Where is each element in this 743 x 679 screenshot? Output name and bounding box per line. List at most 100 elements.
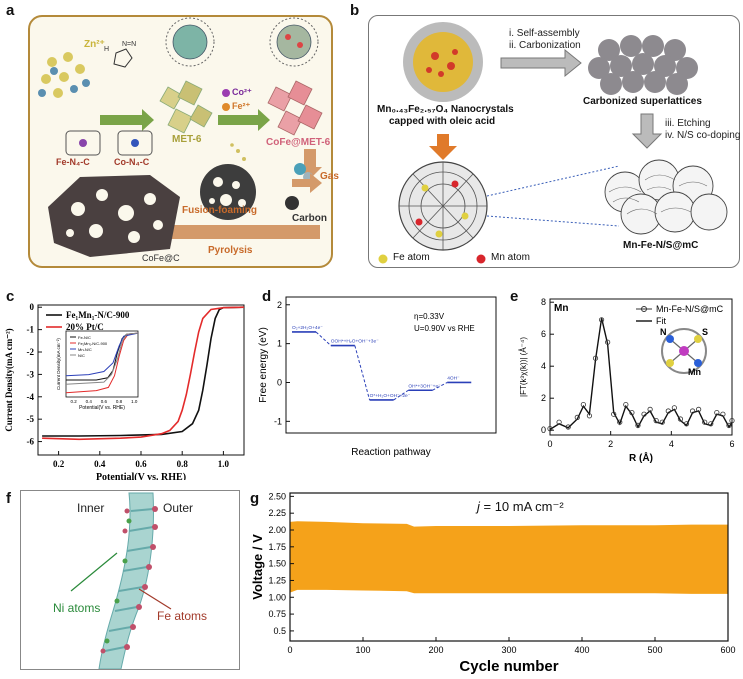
data-point bbox=[635, 422, 641, 428]
x-tick-label: 0 bbox=[287, 645, 292, 655]
inset-label-s: S bbox=[702, 327, 708, 337]
y-tick-label: -1 bbox=[27, 325, 35, 335]
y-tick-label: 0.75 bbox=[268, 609, 286, 619]
data-point bbox=[708, 421, 714, 427]
fe-atom-markers bbox=[100, 506, 158, 654]
y-tick-label: 2 bbox=[277, 300, 282, 310]
ni-pointer-line bbox=[70, 552, 118, 592]
legend-label: Fit bbox=[656, 316, 666, 326]
n-atom bbox=[694, 359, 702, 367]
y-tick-label: -1 bbox=[274, 416, 282, 426]
y-tick-label: 4 bbox=[541, 361, 546, 371]
carbon-atom-icon bbox=[285, 196, 299, 210]
energy-connector bbox=[354, 345, 371, 401]
y-tick-label: 6 bbox=[541, 329, 546, 339]
step-label: O₂+2H₂O+4e⁻ bbox=[292, 325, 323, 331]
data-point bbox=[683, 421, 690, 427]
y-tick-label: 0 bbox=[30, 302, 35, 312]
data-point bbox=[580, 402, 586, 408]
panel-f-illustration: Inner Outer Ni atoms Fe atoms bbox=[20, 490, 240, 670]
x-tick-label: 200 bbox=[428, 645, 443, 655]
y-tick-label: 0 bbox=[541, 425, 546, 435]
panel-label-c: c bbox=[6, 288, 15, 305]
data-point bbox=[574, 414, 580, 420]
data-point bbox=[720, 411, 726, 417]
y-tick-label: -5 bbox=[27, 414, 35, 424]
panel-label-d: d bbox=[262, 288, 272, 305]
cofe-met6-label: CoFe@MET-6 bbox=[266, 137, 331, 148]
data-point bbox=[611, 411, 617, 417]
connector-line bbox=[486, 165, 620, 197]
arrow-to-cofe-met6-icon bbox=[218, 109, 270, 131]
nanocrystal-icon bbox=[403, 22, 483, 102]
x-tick-label: 0 bbox=[547, 439, 552, 449]
co-label: Co²⁺ bbox=[232, 87, 252, 97]
mn-atom-legend-icon bbox=[476, 254, 486, 264]
y-tick-label: -3 bbox=[27, 369, 35, 379]
y-tick-label: 1 bbox=[277, 339, 282, 349]
y-axis-label: Voltage / V bbox=[250, 534, 265, 600]
data-point bbox=[665, 408, 671, 414]
fe-atom-legend-label: Fe atom bbox=[393, 252, 430, 263]
y-axis-label: Current Density(mA cm⁻²) bbox=[4, 328, 14, 431]
y-tick-label: 1.25 bbox=[268, 575, 286, 585]
carbon-cage-icon bbox=[398, 161, 488, 251]
carbon-label: Carbon bbox=[292, 213, 327, 224]
s-atom bbox=[694, 335, 702, 343]
step4-label: iv. N/S co-doping bbox=[665, 130, 741, 141]
data-point bbox=[598, 317, 605, 323]
inset-x-tick-label: 0.2 bbox=[70, 399, 77, 404]
zn-ion-icons bbox=[38, 52, 90, 98]
product-label: Mn-Fe-N/S@mC bbox=[623, 240, 699, 251]
arrow-to-met6-icon bbox=[100, 109, 154, 131]
data-point bbox=[629, 410, 635, 416]
inset-series-3 bbox=[65, 332, 139, 377]
y-tick-label: -2 bbox=[27, 347, 35, 357]
nanocrystal-title: Mn₀.₄₃Fe₂.₅₇O₄ Nanocrystals bbox=[377, 104, 514, 115]
panel-b-illustration bbox=[378, 22, 728, 264]
plot-frame bbox=[285, 296, 497, 434]
legend-marker-exp bbox=[641, 306, 647, 312]
inset-label-mn: Mn bbox=[688, 367, 701, 377]
x-axis-label: Cycle number bbox=[459, 658, 558, 675]
current-value: = 10 mA cm⁻² bbox=[479, 499, 564, 514]
data-point bbox=[653, 418, 659, 424]
zn-label: Zn²⁺ bbox=[84, 39, 105, 50]
energy-connector bbox=[315, 331, 332, 346]
x-tick-label: 4 bbox=[669, 439, 674, 449]
data-point bbox=[671, 405, 677, 411]
data-point bbox=[647, 406, 653, 413]
fe-atoms-label: Fe atoms bbox=[157, 609, 208, 623]
cofe-c-label: CoFe@C bbox=[142, 253, 180, 263]
pyrolysis-label: Pyrolysis bbox=[208, 245, 253, 256]
x-tick-label: 0.6 bbox=[135, 459, 147, 469]
y-tick-label: 2 bbox=[541, 393, 546, 403]
porous-carbon-sphere-icon bbox=[200, 143, 256, 220]
inset-frame bbox=[65, 330, 139, 398]
step3-label: iii. Etching bbox=[665, 118, 711, 129]
y-tick-label: 8 bbox=[541, 297, 546, 307]
x-axis-label: Potential(V vs. RHE) bbox=[96, 472, 186, 480]
x-tick-label: 500 bbox=[647, 645, 662, 655]
mesh-pattern bbox=[608, 174, 708, 215]
data-point bbox=[547, 426, 553, 432]
superlattice-icon bbox=[588, 35, 698, 95]
inset-x-tick-label: 0.6 bbox=[101, 399, 108, 404]
mn-atom-legend-label: Mn atom bbox=[491, 252, 530, 263]
panel-b-schematic: i. Self-assembly ii. Carbonization Mn₀.₄… bbox=[368, 15, 740, 268]
inset-x-tick-label: 0.8 bbox=[116, 399, 123, 404]
y-tick-label: 0.5 bbox=[273, 626, 286, 636]
fe-n4c-label: Fe-N₄-C bbox=[56, 157, 90, 167]
inset-x-axis-label: Potential(V vs. RHE) bbox=[79, 405, 125, 411]
panel-label-b: b bbox=[350, 2, 360, 19]
gas-label: Gas bbox=[320, 171, 339, 182]
orange-arrow-icon bbox=[429, 134, 457, 160]
fe-atom-legend-icon bbox=[378, 254, 388, 264]
series-line-1 bbox=[42, 306, 245, 437]
chart-e: 0 2 4 6 0 2 4 6 8 R (Å) |FT(k³χ(k))| (Å⁻⁴) Mn Mn-Fe-… bbox=[519, 297, 735, 464]
panel-a-illustration: H N=N bbox=[38, 17, 323, 257]
inset-x-tick-label: 0.4 bbox=[86, 399, 93, 404]
inner-label: Inner bbox=[77, 501, 105, 515]
current-symbol: j bbox=[477, 499, 480, 514]
fusion-foaming-label: Fusion-foaming bbox=[182, 205, 257, 216]
